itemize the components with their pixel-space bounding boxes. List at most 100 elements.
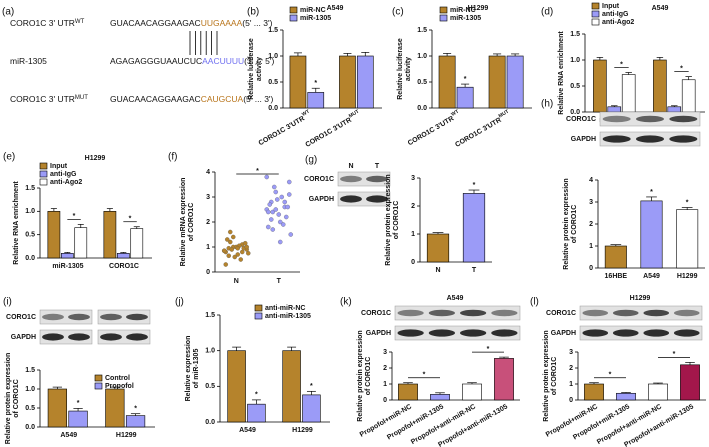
name: CORO1C 3' UTR <box>10 94 75 104</box>
y-axis-label: Relative protein expression <box>543 330 550 421</box>
bar <box>681 79 696 113</box>
y-tick-label: 0 <box>589 265 593 272</box>
data-point <box>245 250 251 256</box>
legend-swatch <box>39 162 48 170</box>
significance: * <box>650 189 653 196</box>
y-tick-label: 0.0 <box>205 419 215 426</box>
data-point <box>286 192 292 197</box>
blot-row-label: GAPDH <box>551 330 576 337</box>
data-point <box>268 217 274 222</box>
category: T <box>472 267 477 274</box>
category-superscript: MUT <box>348 109 360 120</box>
panel-label: (i) <box>3 297 12 308</box>
y-tick-label: 1.5 <box>417 27 427 34</box>
bar <box>616 392 636 401</box>
blot <box>337 171 391 187</box>
data-point <box>271 184 277 190</box>
significance: * <box>473 182 476 189</box>
blot-row-label: CORO1C <box>304 176 334 183</box>
y-tick-label: 4 <box>589 177 593 184</box>
y-tick-label: 0.5 <box>268 79 278 86</box>
blot <box>39 309 93 325</box>
y-tick-label: 0.0 <box>25 255 35 262</box>
sequence: GUACAACAGGAAGACUUGAAAA(5' ... 3') <box>110 18 273 28</box>
y-tick-label: 1.0 <box>25 208 35 215</box>
bar <box>462 383 482 401</box>
y-tick-label: 0.0 <box>570 109 580 116</box>
y-tick-label: 0.5 <box>25 232 35 239</box>
bar <box>593 59 607 113</box>
blot-row-label: CORO1C <box>6 314 36 321</box>
x-tick-label: 16HBE <box>605 273 628 280</box>
blot-band <box>100 313 122 321</box>
x-tick-label: N <box>435 267 440 274</box>
y-axis-label: of miR-1305 <box>193 349 200 389</box>
data-point <box>242 240 248 246</box>
data-point <box>282 199 287 205</box>
x-tick-label: CORO1C 3'UTRWT <box>406 109 462 147</box>
y-tick-label: 2 <box>206 219 210 226</box>
seq: GUACAACAGGAAGAC <box>110 18 201 28</box>
y-tick-label: 1 <box>411 231 415 238</box>
sequence-name: miR-1305 <box>10 56 47 66</box>
data-point <box>273 189 278 195</box>
y-tick-label: 1.5 <box>268 27 278 34</box>
bar <box>247 403 266 423</box>
blot-band <box>643 309 670 317</box>
x-tick-label: miR-1305 <box>52 263 83 270</box>
legend-label: miR-1305 <box>450 15 481 22</box>
y-axis-label: Relative luciferase <box>397 38 404 100</box>
data-point <box>230 234 236 240</box>
significance: * <box>314 80 317 87</box>
data-point <box>229 247 234 252</box>
bar <box>680 364 700 401</box>
legend-swatch <box>254 304 263 312</box>
bar <box>282 350 301 423</box>
chart-title: H1299 <box>85 155 106 162</box>
bar <box>488 55 506 109</box>
data-point <box>238 257 243 262</box>
category: Propofol+miR-NC <box>545 403 599 438</box>
category: Propofol+miR-NC <box>359 403 413 438</box>
chart-title: H1299 <box>630 295 651 302</box>
y-tick-label: 1.0 <box>268 53 278 60</box>
x-tick-label: A549 <box>60 432 77 439</box>
y-tick-label: 3 <box>589 199 593 206</box>
data-point <box>223 262 228 267</box>
seq: GUACAACAGGAAGAC <box>110 94 201 104</box>
data-point <box>279 194 284 200</box>
legend-swatch <box>254 312 263 320</box>
blot-band <box>491 309 518 317</box>
significance: * <box>609 372 612 379</box>
x-tick-label: CORO1C 3'UTRWT <box>256 109 312 147</box>
blot <box>394 305 521 321</box>
data-point <box>276 212 281 217</box>
y-tick-label: 1.0 <box>417 53 427 60</box>
y-tick-label: 1 <box>589 243 593 250</box>
data-point <box>232 254 237 260</box>
legend-label: miR-NC <box>300 7 326 14</box>
blot-row-label: GAPDH <box>571 136 596 143</box>
category: CORO1C 3'UTR <box>304 117 352 149</box>
y-axis-label: of CORO1C <box>393 201 400 240</box>
chart-title: H1299 <box>468 5 489 12</box>
significance: * <box>423 372 426 379</box>
panel-label: (c) <box>392 7 404 18</box>
x-tick-label: Propofol+miR-NC <box>359 403 413 438</box>
blot-band <box>673 329 700 337</box>
legend-label: Input <box>602 3 620 10</box>
y-tick-label: 3 <box>411 175 415 182</box>
legend-swatch <box>289 6 298 14</box>
category: CORO1C 3'UTR <box>454 117 502 149</box>
category-superscript: WT <box>301 109 311 118</box>
y-tick-label: 1.0 <box>205 348 215 355</box>
x-tick-label: A549 <box>239 427 256 434</box>
chart-title: A549 <box>327 5 344 12</box>
bar <box>676 209 699 269</box>
category: A549 <box>239 427 256 434</box>
legend-label: anti-IgG <box>602 11 629 18</box>
blot-band <box>428 329 455 337</box>
legend-swatch <box>439 6 448 14</box>
significance: * <box>680 65 683 72</box>
